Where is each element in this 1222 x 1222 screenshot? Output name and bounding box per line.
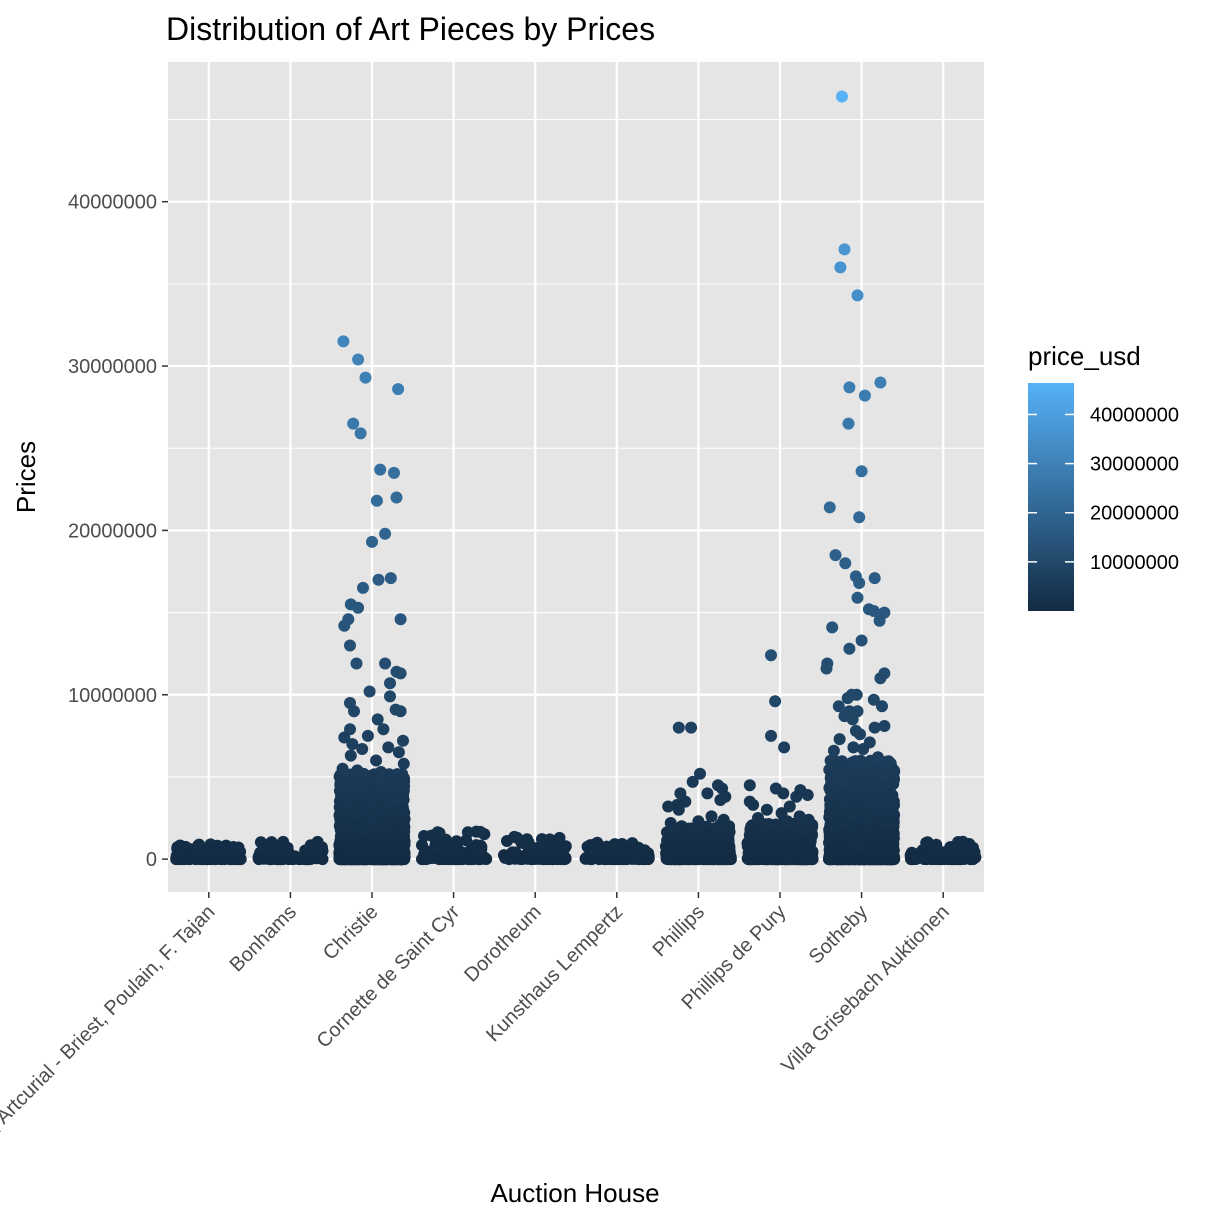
data-point: [757, 824, 770, 837]
data-point: [684, 843, 697, 855]
data-point: [337, 790, 350, 802]
data-point: [368, 786, 381, 799]
data-point: [357, 776, 370, 789]
data-point: [679, 829, 692, 842]
data-point: [435, 851, 448, 864]
data-point: [315, 841, 328, 854]
data-point: [380, 801, 393, 814]
data-point: [349, 834, 361, 847]
data-point: [746, 835, 759, 848]
data-point: [358, 849, 371, 862]
data-point: [457, 851, 470, 863]
data-point: [347, 809, 360, 822]
data-point: [171, 853, 184, 866]
data-point: [470, 825, 483, 838]
data-point: [193, 838, 206, 851]
data-point: [395, 771, 408, 784]
data-point: [282, 853, 295, 866]
plot-panel: [168, 62, 984, 892]
data-point: [301, 853, 314, 866]
data-point: [580, 851, 593, 864]
data-point: [389, 852, 402, 865]
data-point: [765, 843, 778, 856]
data-point: [802, 824, 815, 837]
data-point: [629, 846, 642, 859]
data-point: [796, 841, 809, 854]
data-point: [720, 839, 733, 852]
data-point: [371, 827, 384, 839]
data-point: [613, 852, 626, 865]
data-point: [348, 821, 361, 834]
data-point: [232, 841, 245, 854]
data-point: [546, 846, 559, 858]
data-point: [378, 846, 391, 859]
data-point: [722, 852, 735, 865]
data-point: [361, 836, 374, 849]
data-point: [640, 852, 653, 865]
data-point: [662, 847, 675, 860]
data-point: [304, 839, 317, 852]
data-point: [581, 840, 594, 853]
data-point: [362, 800, 375, 813]
data-point: [379, 784, 391, 797]
data-point: [264, 852, 277, 865]
chart-title: Distribution of Art Pieces by Prices: [166, 11, 655, 47]
data-point: [473, 846, 486, 859]
data-point: [450, 835, 463, 848]
data-point: [516, 851, 529, 864]
data-point: [218, 840, 231, 853]
data-point: [397, 784, 410, 797]
data-point: [511, 831, 523, 844]
data-point: [340, 852, 353, 865]
data-point: [526, 852, 539, 865]
data-point: [227, 853, 240, 866]
data-point: [183, 853, 196, 866]
data-point: [433, 827, 446, 840]
data-point: [503, 853, 516, 866]
data-point: [744, 846, 757, 859]
data-point: [171, 842, 184, 855]
data-point: [523, 838, 536, 851]
data-point: [697, 852, 710, 865]
data-point: [416, 839, 428, 852]
data-point: [536, 833, 548, 846]
data-point: [268, 841, 281, 854]
data-point: [698, 841, 711, 854]
data-point: [387, 823, 400, 836]
data-points: [170, 90, 982, 866]
